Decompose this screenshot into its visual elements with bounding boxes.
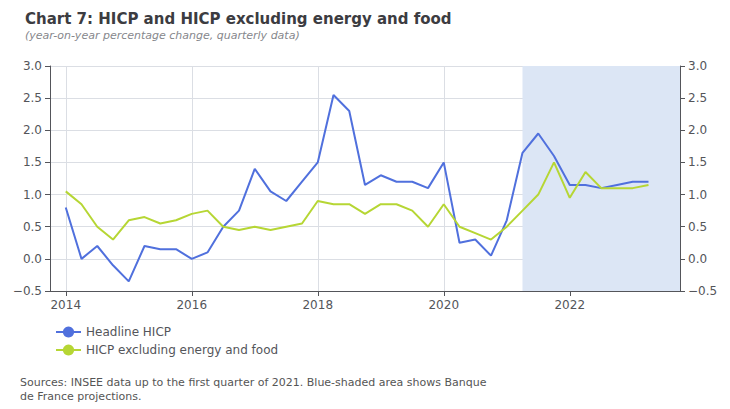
svg-text:3.0: 3.0	[688, 59, 707, 73]
svg-text:0.0: 0.0	[23, 252, 42, 266]
svg-text:0.5: 0.5	[23, 220, 42, 234]
svg-text:2018: 2018	[302, 298, 333, 312]
svg-text:2.0: 2.0	[688, 123, 707, 137]
svg-text:2016: 2016	[176, 298, 207, 312]
svg-text:2.0: 2.0	[23, 123, 42, 137]
svg-text:de France projections.: de France projections.	[20, 390, 141, 403]
svg-text:2020: 2020	[428, 298, 459, 312]
svg-text:Headline HICP: Headline HICP	[86, 325, 171, 339]
svg-text:2014: 2014	[50, 298, 81, 312]
svg-text:2022: 2022	[554, 298, 585, 312]
svg-text:−0.5: −0.5	[688, 284, 717, 298]
svg-text:2.5: 2.5	[23, 91, 42, 105]
svg-text:(year-on-year percentage chang: (year-on-year percentage change, quarter…	[25, 29, 300, 42]
svg-text:Sources: INSEE data up to the: Sources: INSEE data up to the first quar…	[20, 376, 487, 389]
svg-text:1.0: 1.0	[23, 188, 42, 202]
svg-text:HICP excluding energy and food: HICP excluding energy and food	[86, 343, 278, 357]
svg-text:1.0: 1.0	[688, 188, 707, 202]
svg-text:2.5: 2.5	[688, 91, 707, 105]
svg-text:Chart 7: HICP and HICP excludi: Chart 7: HICP and HICP excluding energy …	[25, 10, 452, 28]
svg-text:0.0: 0.0	[688, 252, 707, 266]
svg-text:1.5: 1.5	[23, 155, 42, 169]
svg-text:0.5: 0.5	[688, 220, 707, 234]
svg-text:1.5: 1.5	[688, 155, 707, 169]
svg-text:3.0: 3.0	[23, 59, 42, 73]
svg-text:−0.5: −0.5	[13, 284, 42, 298]
